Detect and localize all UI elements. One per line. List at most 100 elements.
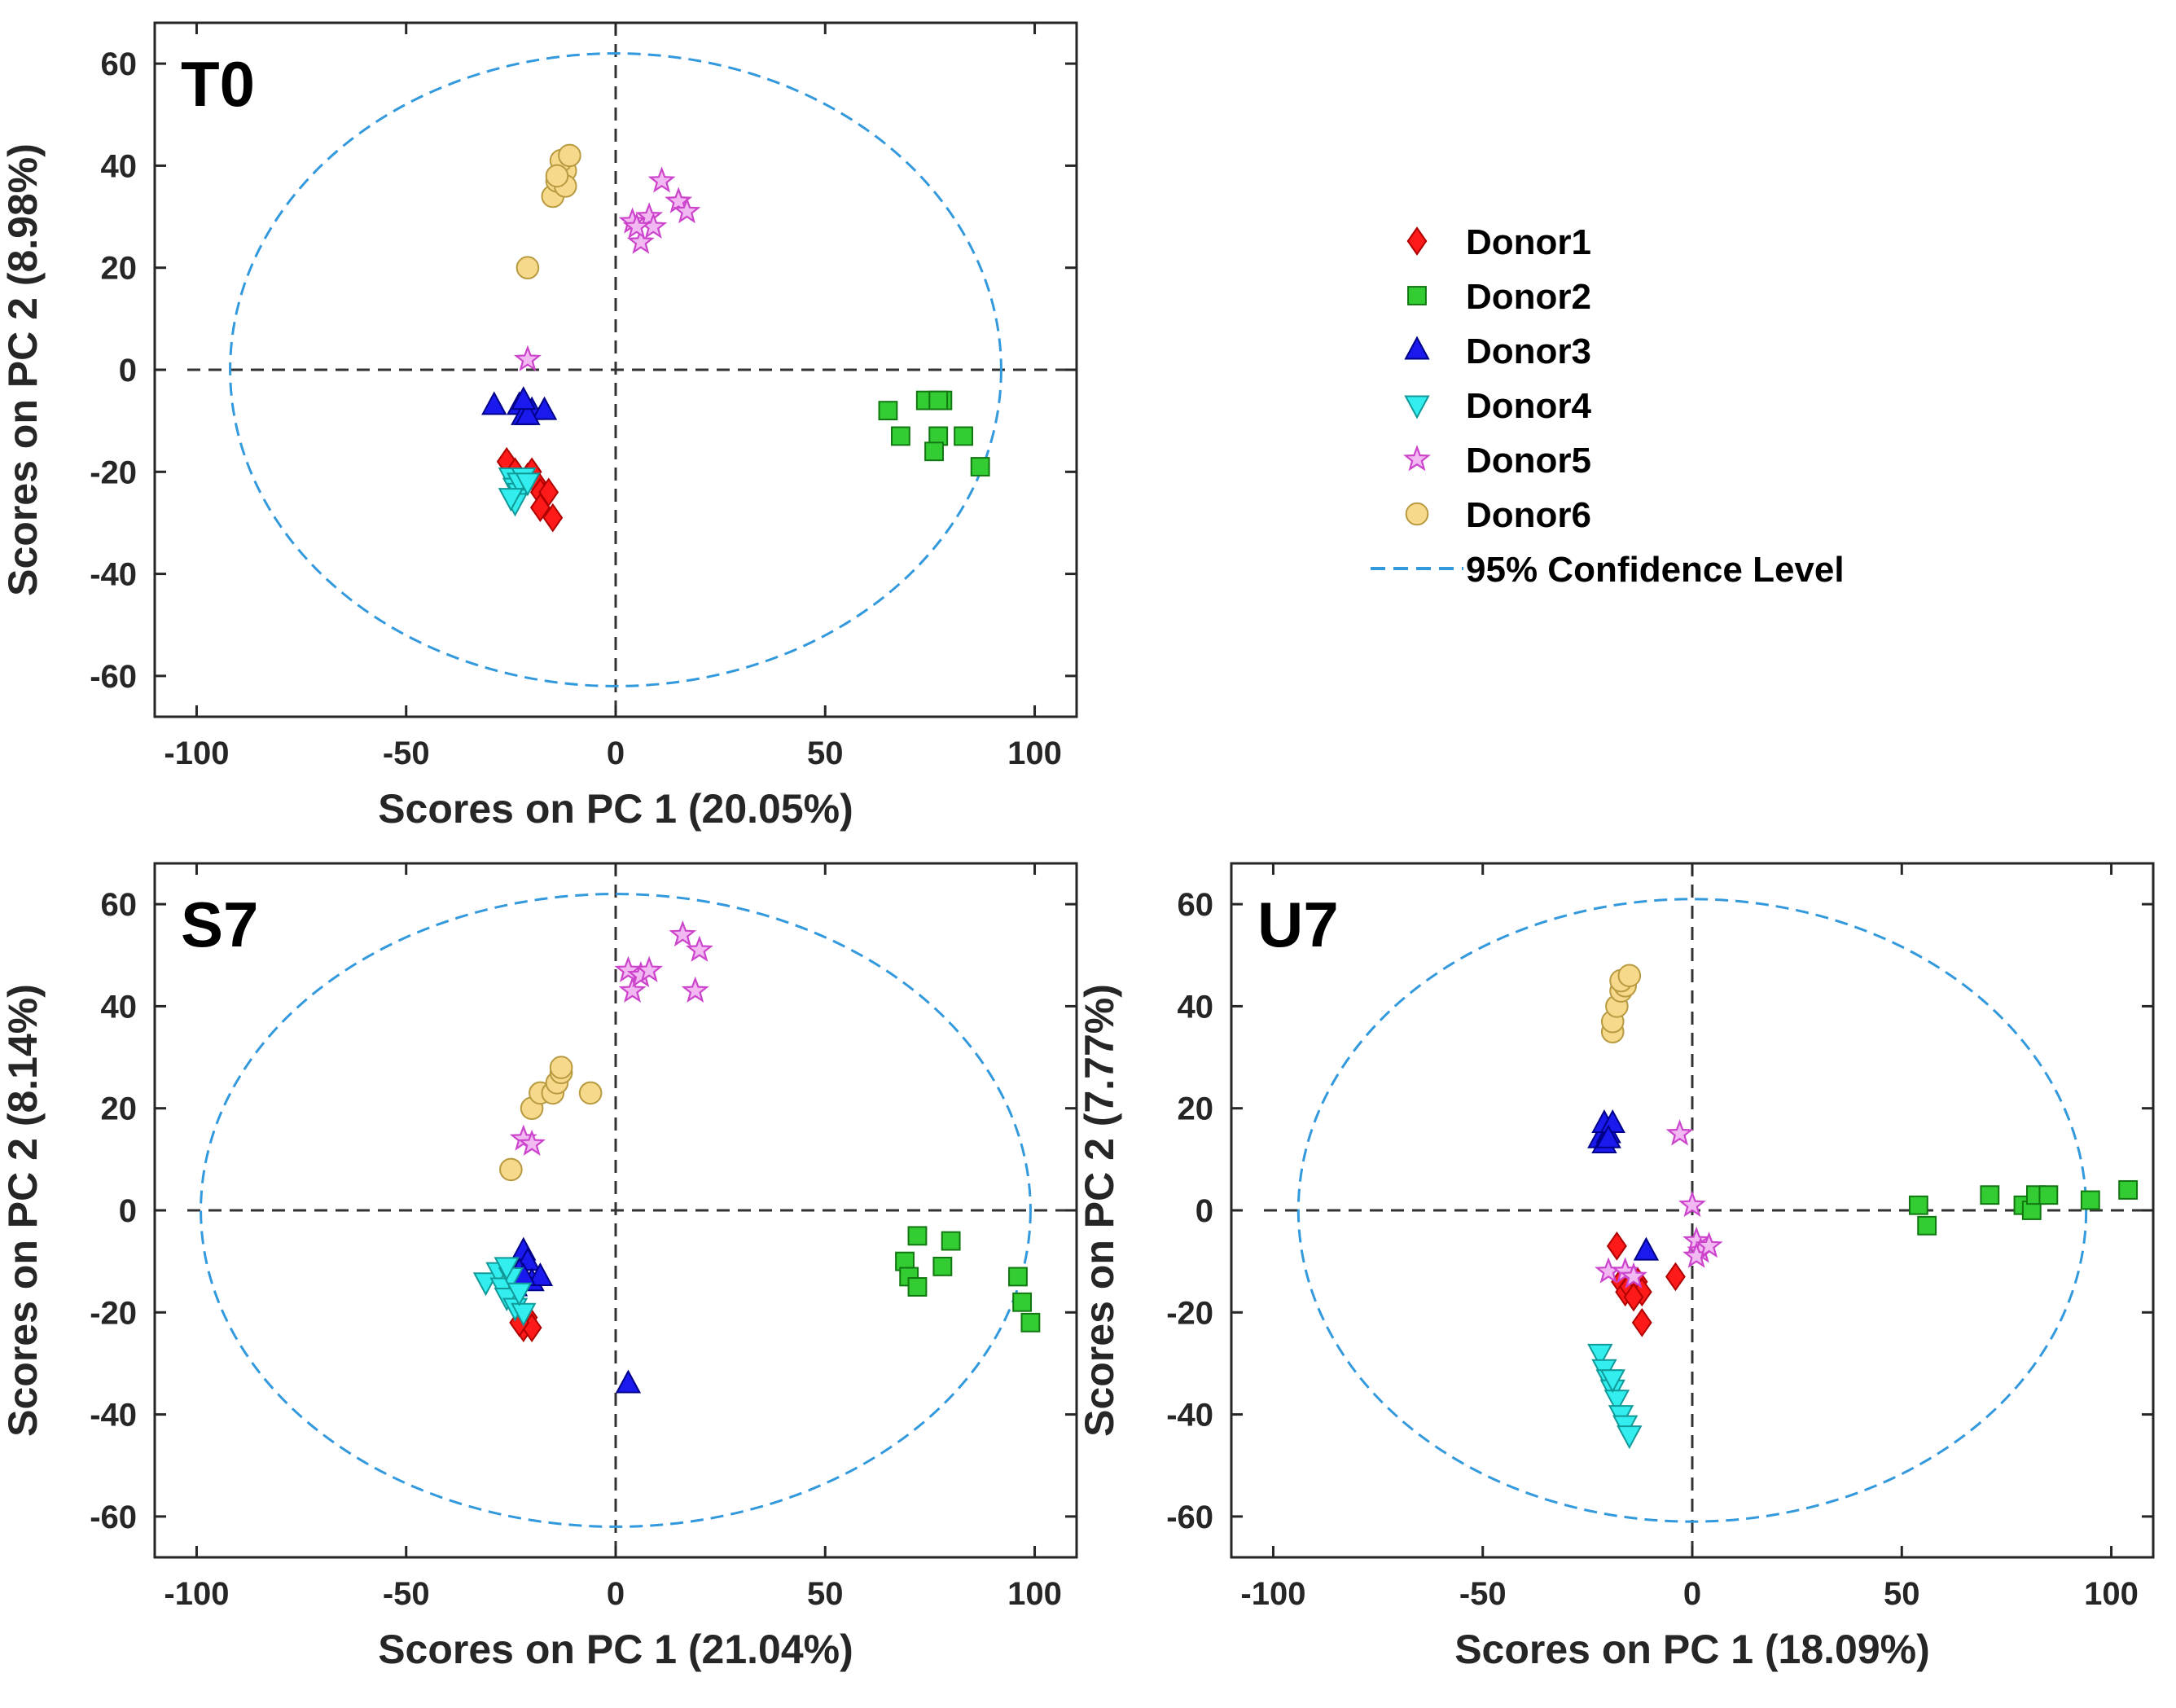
point-donor6 xyxy=(549,1056,573,1079)
point-donor4 xyxy=(1599,1369,1625,1394)
legend: Donor1 Donor2 Donor3 Donor4 Donor5 Donor6 95%… xyxy=(1371,222,1845,590)
point-donor5 xyxy=(1678,1190,1706,1218)
point-donor2 xyxy=(1908,1195,1928,1215)
point-donor5 xyxy=(618,976,647,1003)
point-donor5 xyxy=(681,976,709,1003)
y-tick-label: -20 xyxy=(1166,1295,1213,1331)
point-donor6 xyxy=(558,143,581,168)
legend-marker-donor1 xyxy=(1406,226,1428,256)
x-tick-label: -50 xyxy=(1459,1576,1507,1612)
y-tick-label: 60 xyxy=(101,46,138,82)
x-tick-label: 100 xyxy=(2084,1576,2139,1612)
y-tick-label: 40 xyxy=(101,148,138,184)
point-donor4 xyxy=(515,472,541,497)
x-tick-label: 0 xyxy=(607,1576,625,1612)
point-donor5 xyxy=(1619,1262,1647,1289)
x-tick-label: 0 xyxy=(607,735,625,771)
point-donor3 xyxy=(1595,1124,1621,1148)
panels-layer: -100 -50 0 50 100 60 40 20 0 -20 -40 -60 Scores on P… xyxy=(0,21,2155,1672)
point-donor5 xyxy=(647,166,676,193)
point-donor2 xyxy=(1917,1215,1937,1236)
point-donor2 xyxy=(924,441,944,462)
y-tick-label: 40 xyxy=(1178,989,1214,1025)
x-tick-label: -100 xyxy=(1240,1576,1305,1612)
point-donor2 xyxy=(1012,1292,1033,1312)
point-donor1 xyxy=(529,493,551,522)
series-donor6 xyxy=(1600,964,1642,1044)
point-donor2 xyxy=(1008,1267,1028,1287)
point-donor2 xyxy=(907,1277,928,1297)
y-tick-label: -40 xyxy=(1166,1398,1213,1434)
legend-label-donor4: Donor4 xyxy=(1466,386,1592,426)
point-donor4 xyxy=(506,1282,533,1306)
x-tick-label: -50 xyxy=(383,735,430,771)
panel-s7: -100 -50 0 50 100 60 40 20 0 -20 -40 -60 Scores on P… xyxy=(0,862,1078,1672)
legend-label-donor6: Donor6 xyxy=(1466,495,1591,535)
point-donor1 xyxy=(1623,1282,1644,1312)
point-donor5 xyxy=(622,212,651,239)
point-donor2 xyxy=(2118,1180,2139,1200)
y-tick-label: 60 xyxy=(1178,887,1214,923)
point-donor5 xyxy=(1695,1232,1723,1258)
point-donor6 xyxy=(1617,964,1642,988)
x-axis-label: Scores on PC 1 (20.05%) xyxy=(378,786,853,832)
point-donor3 xyxy=(531,396,558,420)
legend-item-donor6: Donor6 xyxy=(1405,495,1591,535)
panel-title: U7 xyxy=(1257,889,1339,960)
point-donor2 xyxy=(970,457,990,476)
series-donor2 xyxy=(895,1226,1041,1333)
point-donor4 xyxy=(511,1302,537,1327)
panel-title: S7 xyxy=(181,889,258,960)
legend-label-donor5: Donor5 xyxy=(1466,441,1591,481)
series-donor3 xyxy=(1587,1109,1660,1261)
panel-title: T0 xyxy=(181,48,255,120)
y-tick-label: -20 xyxy=(90,454,137,490)
series-donor1 xyxy=(1606,1231,1686,1337)
x-tick-label: 100 xyxy=(1007,735,1062,771)
legend-marker-donor4 xyxy=(1404,395,1430,419)
point-donor6 xyxy=(578,1081,603,1105)
point-donor4 xyxy=(1603,1390,1630,1414)
x-tick-label: 50 xyxy=(1884,1576,1920,1612)
point-donor3 xyxy=(511,386,537,411)
x-tick-label: -100 xyxy=(164,735,229,771)
point-donor2 xyxy=(890,426,910,446)
point-donor6 xyxy=(499,1157,523,1182)
y-tick-label: 20 xyxy=(101,1091,138,1127)
legend-items: Donor1 Donor2 Donor3 Donor4 Donor5 Donor6 xyxy=(1403,222,1592,535)
point-donor2 xyxy=(2080,1190,2100,1210)
point-donor1 xyxy=(1631,1307,1652,1337)
legend-item-donor3: Donor3 xyxy=(1404,332,1591,371)
confidence-ellipse xyxy=(1296,898,2088,1523)
point-donor5 xyxy=(626,227,655,254)
point-donor6 xyxy=(515,256,540,280)
y-tick-label: -60 xyxy=(90,1499,137,1535)
point-donor2 xyxy=(928,390,949,411)
legend-item-donor1: Donor1 xyxy=(1406,222,1591,262)
point-donor2 xyxy=(954,426,973,446)
point-donor5 xyxy=(665,187,693,213)
series-donor3 xyxy=(481,386,558,425)
point-donor2 xyxy=(1980,1185,2000,1205)
point-donor5 xyxy=(673,196,701,224)
x-tick-label: 50 xyxy=(807,735,844,771)
legend-label-donor1: Donor1 xyxy=(1466,222,1591,262)
point-donor1 xyxy=(1606,1231,1627,1261)
point-donor1 xyxy=(542,503,564,533)
point-donor6 xyxy=(545,164,569,188)
legend-marker-donor5 xyxy=(1403,445,1431,472)
series-donor5 xyxy=(1595,1119,1723,1289)
point-donor5 xyxy=(635,955,664,982)
x-tick-label: -100 xyxy=(164,1576,229,1612)
legend-label-donor2: Donor2 xyxy=(1466,277,1591,317)
y-tick-label: 20 xyxy=(101,251,138,287)
point-donor4 xyxy=(1617,1425,1643,1450)
y-tick-label: -40 xyxy=(90,1398,137,1434)
series-donor4 xyxy=(498,468,541,517)
point-donor5 xyxy=(513,345,542,371)
x-tick-label: 50 xyxy=(807,1576,844,1612)
point-donor2 xyxy=(1020,1312,1041,1333)
y-axis-label: Scores on PC 2 (8.98%) xyxy=(0,143,46,596)
point-donor5 xyxy=(635,202,664,229)
